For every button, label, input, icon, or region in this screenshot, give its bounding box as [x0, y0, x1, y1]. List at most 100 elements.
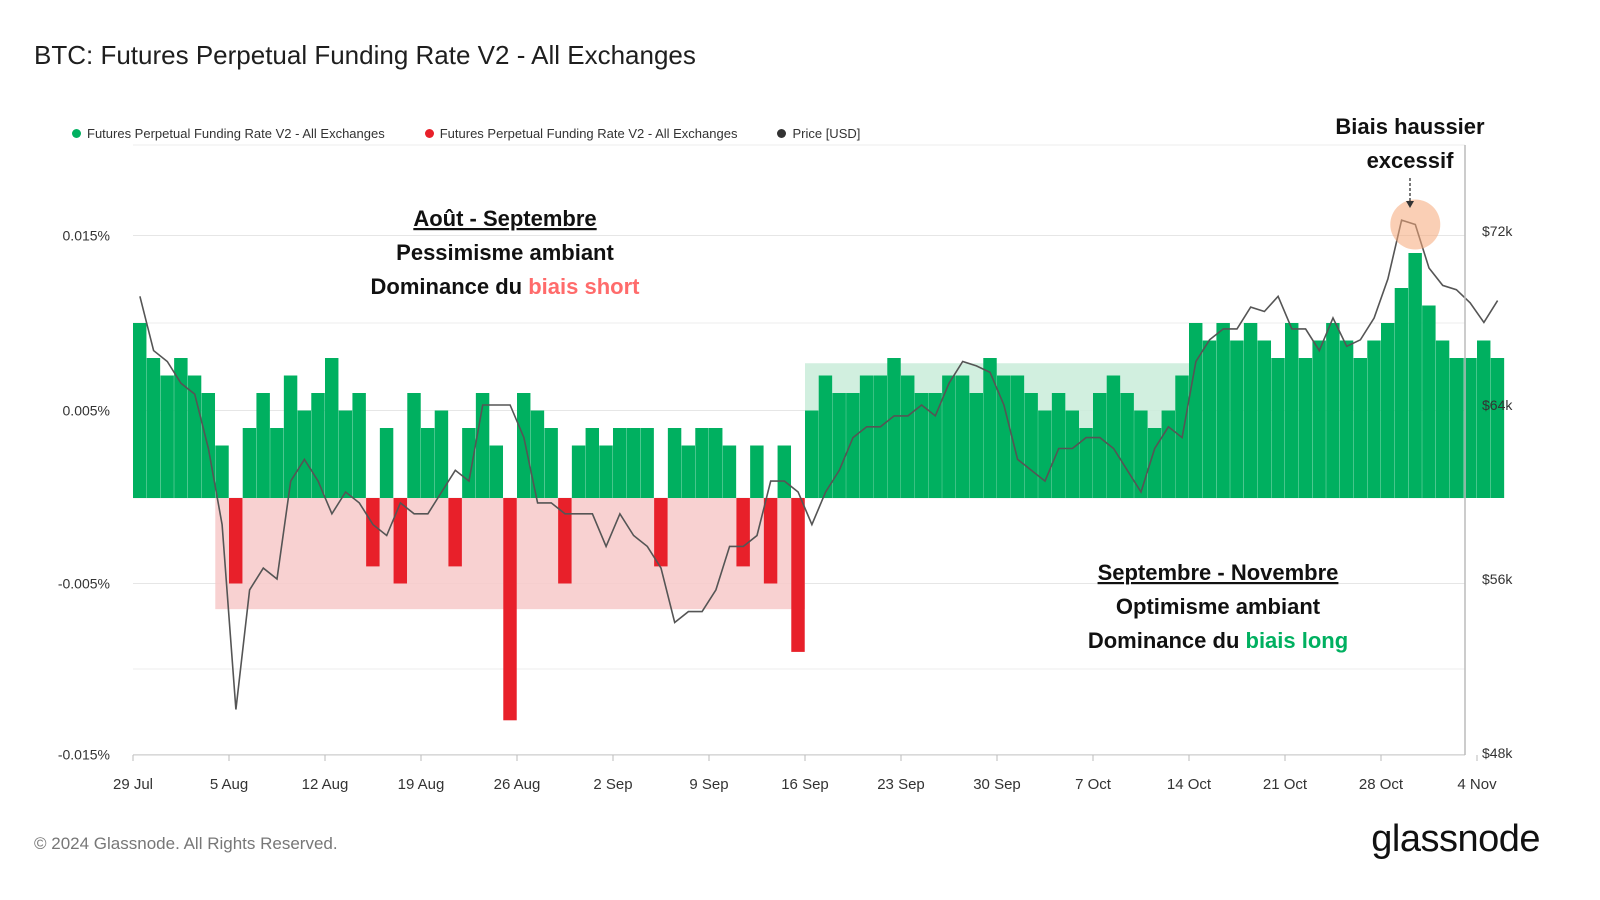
x-tick-label: 5 Aug	[210, 776, 248, 793]
funding-bar	[1243, 323, 1258, 498]
legend: Futures Perpetual Funding Rate V2 - All …	[72, 126, 900, 141]
brand-logo: glassnode	[1371, 818, 1540, 860]
funding-bar	[1422, 305, 1436, 498]
funding-bar	[983, 358, 997, 498]
legend-dot-red	[424, 129, 434, 138]
funding-bar	[928, 393, 942, 498]
funding-bar	[1202, 340, 1217, 498]
legend-item-price[interactable]: Price [USD]	[777, 126, 860, 141]
annotation-left-heading: Août - Septembre	[413, 206, 596, 231]
funding-bar	[1038, 410, 1052, 498]
funding-bar	[1381, 323, 1395, 498]
y-tick-right: $72k	[1482, 223, 1513, 239]
annotation-right-highlight: biais long	[1246, 628, 1349, 653]
annotation-left-highlight: biais short	[528, 274, 640, 299]
funding-bar	[517, 393, 531, 498]
funding-bar	[997, 375, 1011, 498]
funding-bar	[256, 393, 270, 498]
funding-bar	[805, 410, 819, 498]
funding-bar	[283, 375, 298, 498]
funding-bar	[1490, 358, 1505, 498]
funding-bar	[1189, 323, 1203, 498]
funding-bar	[448, 498, 462, 567]
funding-bar	[1093, 393, 1107, 498]
x-tick-label: 12 Aug	[302, 776, 349, 793]
funding-bar	[407, 393, 421, 498]
x-tick-label: 16 Sep	[781, 776, 829, 793]
x-tick-label: 2 Sep	[593, 776, 632, 793]
funding-bar	[1353, 358, 1368, 498]
funding-bar	[1051, 393, 1066, 498]
funding-bar	[1216, 323, 1230, 498]
funding-bar	[1477, 340, 1491, 498]
funding-bar	[174, 358, 188, 498]
funding-bar	[146, 358, 161, 498]
y-tick-left: -0.005%	[58, 576, 110, 592]
annotation-left-line2: Dominance du biais short	[371, 274, 641, 299]
x-tick-label: 29 Jul	[113, 776, 153, 793]
funding-bar	[1134, 410, 1148, 498]
funding-bar	[901, 375, 915, 498]
funding-bar	[1312, 340, 1326, 498]
funding-bar	[709, 428, 723, 498]
legend-dot-gray	[777, 129, 787, 138]
funding-bar	[859, 375, 874, 498]
legend-item-negative-funding[interactable]: Futures Perpetual Funding Rate V2 - All …	[424, 126, 738, 141]
legend-dot-green	[72, 129, 81, 138]
x-tick-label: 26 Aug	[494, 776, 541, 793]
funding-bar	[475, 393, 490, 498]
funding-bar	[1339, 340, 1354, 498]
funding-bar	[544, 428, 558, 498]
funding-bar	[558, 498, 572, 584]
funding-bar	[366, 498, 380, 567]
funding-bar	[695, 428, 709, 498]
funding-bar	[599, 445, 613, 498]
funding-bar	[1257, 340, 1272, 498]
copyright: © 2024 Glassnode. All Rights Reserved.	[34, 834, 338, 853]
funding-bar	[242, 428, 257, 498]
y-tick-right: $48k	[1482, 745, 1513, 761]
legend-label: Price [USD]	[792, 126, 861, 141]
funding-bar	[832, 393, 846, 498]
legend-label: Futures Perpetual Funding Rate V2 - All …	[439, 126, 738, 141]
funding-bar	[338, 410, 353, 498]
funding-bar	[846, 393, 860, 498]
funding-bar	[681, 445, 696, 498]
funding-bar	[763, 498, 778, 584]
funding-bar	[270, 428, 284, 498]
funding-bar	[1065, 410, 1080, 498]
funding-bar	[1230, 340, 1244, 498]
funding-bar	[585, 428, 600, 498]
annotation-right-heading: Septembre - Novembre	[1098, 560, 1339, 585]
funding-bar	[434, 410, 449, 498]
funding-bar	[722, 445, 737, 498]
funding-bar	[229, 498, 243, 584]
funding-bar	[503, 498, 517, 721]
annotation-left-prefix: Dominance du	[371, 274, 529, 299]
funding-bar	[1394, 288, 1409, 498]
funding-bar	[1298, 358, 1313, 498]
funding-bar	[133, 323, 147, 498]
funding-bar	[215, 445, 229, 498]
annotation-top-line2: excessif	[1367, 148, 1455, 173]
annotation-top-arrowhead	[1406, 201, 1414, 208]
x-tick-label: 4 Nov	[1457, 776, 1497, 793]
funding-bar	[1408, 253, 1422, 498]
funding-bar	[1367, 340, 1381, 498]
funding-bar	[736, 498, 750, 567]
annotation-right-prefix: Dominance du	[1088, 628, 1246, 653]
funding-bar	[750, 445, 764, 498]
funding-bar	[1106, 375, 1121, 498]
funding-bar	[887, 358, 901, 498]
annotation-top-line1: Biais haussier	[1335, 114, 1485, 139]
legend-item-positive-funding[interactable]: Futures Perpetual Funding Rate V2 - All …	[72, 126, 385, 141]
x-tick-label: 21 Oct	[1263, 776, 1308, 793]
funding-bar	[914, 393, 929, 498]
y-tick-left: 0.015%	[63, 228, 110, 244]
funding-bar	[613, 428, 627, 498]
funding-bar	[873, 375, 888, 498]
annotation-right-line2: Dominance du biais long	[1088, 628, 1348, 653]
x-tick-label: 14 Oct	[1167, 776, 1212, 793]
x-tick-label: 19 Aug	[398, 776, 445, 793]
x-tick-label: 23 Sep	[877, 776, 925, 793]
